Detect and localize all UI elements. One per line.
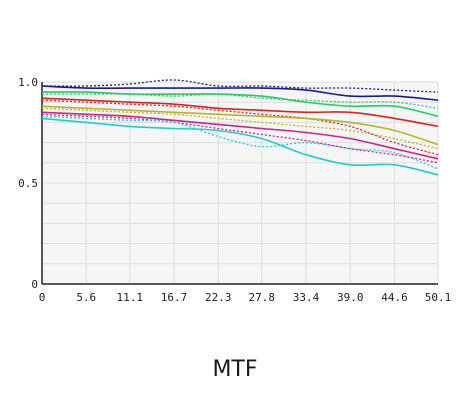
x-tick-label: 22.3 (205, 291, 232, 304)
x-tick-label: 44.6 (381, 291, 408, 304)
series-lines (41, 79, 439, 176)
x-tick-label: 50.1 (425, 291, 452, 304)
y-tick-label: 0 (31, 278, 38, 291)
series-line-5 (41, 97, 439, 128)
series-line-7 (41, 105, 439, 146)
series-line-1 (41, 85, 439, 101)
x-tick-label: 39.0 (337, 291, 364, 304)
x-tick-label: 11.1 (116, 291, 143, 304)
x-tick-label: 16.7 (161, 291, 188, 304)
x-tick-label: 5.6 (76, 291, 96, 304)
series-line-11 (41, 117, 439, 176)
series-line-4 (42, 93, 439, 109)
series-line-6 (41, 99, 439, 156)
y-tick-label: 0.5 (18, 177, 38, 190)
axes (41, 82, 438, 285)
y-tick-label: 1.0 (18, 76, 38, 89)
series-line-10 (41, 113, 439, 164)
tick-labels: 0 5.6 11.1 16.7 22.3 27.8 33.4 39.0 44.6 50.1 0 0.5… (18, 76, 451, 304)
series-line-9 (41, 111, 439, 160)
x-tick-label: 33.4 (293, 291, 320, 304)
x-tick-label: 27.8 (248, 291, 275, 304)
x-tick-label: 0 (39, 291, 46, 304)
chart-title: MTF (212, 357, 258, 382)
series-line-3 (41, 91, 439, 118)
series-line-12 (41, 115, 439, 170)
